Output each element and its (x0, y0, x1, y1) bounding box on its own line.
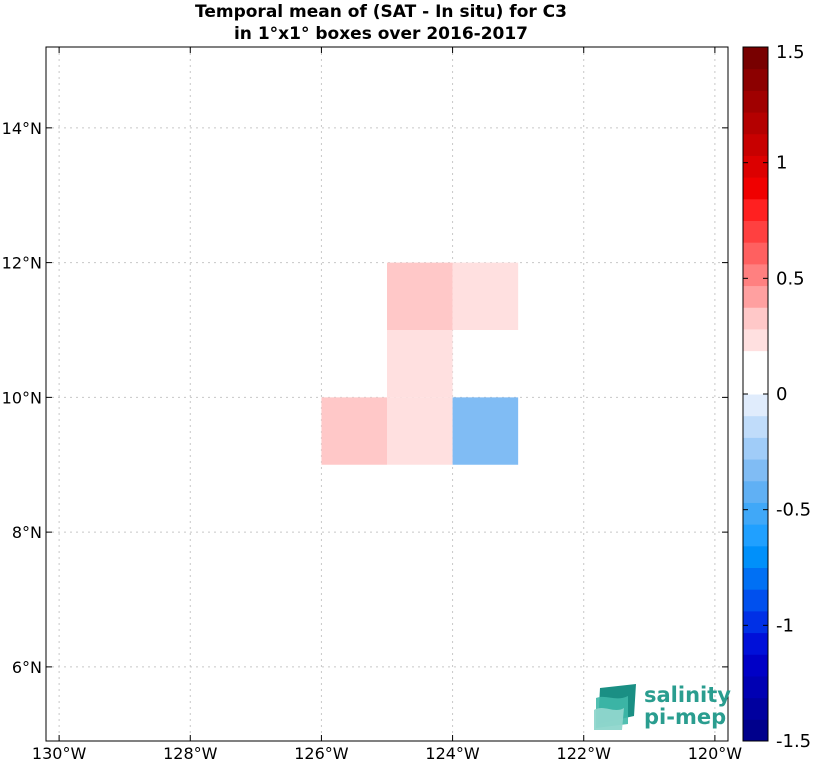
colorbar: 1.5 1 0.5 0 -0.5 -1 -1.5 (742, 42, 811, 752)
colorbar-band-16 (743, 372, 768, 395)
colorbar-band-15 (743, 394, 768, 417)
colorbar-band-6 (743, 589, 768, 612)
colorbar-bands (743, 47, 768, 742)
colorbar-band-28 (743, 112, 768, 135)
colorbar-band-24 (743, 198, 768, 221)
colorbar-band-20 (743, 285, 768, 308)
data-cell-5 (452, 397, 519, 465)
colorbar-band-9 (743, 524, 768, 547)
y-tick-label-4: 14°N (2, 119, 42, 138)
colorbar-tick-label-5: -1 (776, 615, 794, 636)
colorbar-band-30 (743, 68, 768, 91)
colorbar-band-12 (743, 459, 768, 482)
colorbar-band-8 (743, 545, 768, 568)
colorbar-band-7 (743, 567, 768, 590)
chart-title-line-1: Temporal mean of (SAT - In situ) for C3 (195, 2, 567, 22)
y-tick-label-0: 6°N (12, 658, 42, 677)
x-tick-label-5: 120°W (688, 744, 743, 763)
logo-line-pi-mep: pi-mep (644, 705, 726, 729)
colorbar-band-31 (743, 47, 768, 70)
data-cell-1 (452, 262, 519, 330)
data-cells (321, 262, 519, 465)
colorbar-tick-label-1: 1 (776, 153, 787, 174)
plot-frame (45, 46, 729, 742)
colorbar-tick-label-0: 1.5 (776, 42, 805, 63)
colorbar-band-10 (743, 502, 768, 525)
x-tick-label-0: 130°W (32, 744, 87, 763)
colorbar-band-23 (743, 220, 768, 243)
x-tick-label-4: 122°W (557, 744, 612, 763)
x-tick-label-2: 126°W (294, 744, 349, 763)
logo-line-salinity: salinity (644, 683, 731, 707)
colorbar-tick-label-4: -0.5 (776, 500, 811, 521)
colorbar-band-4 (743, 632, 768, 655)
colorbar-band-11 (743, 480, 768, 503)
y-tick-label-2: 10°N (2, 388, 42, 407)
colorbar-band-5 (743, 610, 768, 634)
y-tick-label-1: 8°N (12, 523, 42, 542)
colorbar-tick-label-3: 0 (776, 384, 787, 405)
colorbar-band-26 (743, 155, 768, 178)
colorbar-band-0 (743, 719, 768, 742)
colorbar-band-1 (743, 697, 768, 720)
x-tick-label-1: 128°W (163, 744, 218, 763)
y-tick-label-3: 12°N (2, 254, 42, 273)
colorbar-band-14 (743, 415, 768, 438)
grid-lines (46, 47, 728, 741)
colorbar-band-19 (743, 307, 768, 330)
colorbar-band-27 (743, 133, 768, 156)
chart-title-line-2: in 1°x1° boxes over 2016-2017 (234, 24, 528, 44)
plot-area: 130°W 128°W 126°W 124°W 122°W 120°W 6°N 8°N 10°N… (2, 46, 743, 763)
waves-icon (594, 684, 636, 730)
colorbar-band-2 (743, 675, 768, 699)
colorbar-band-13 (743, 437, 768, 460)
data-cell-2 (387, 329, 453, 398)
colorbar-ticks: 1.5 1 0.5 0 -0.5 -1 -1.5 (743, 42, 811, 752)
data-cell-4 (387, 397, 453, 465)
salinity-pi-mep-logo: salinity pi-mep (594, 683, 731, 730)
colorbar-band-21 (743, 263, 768, 287)
axis-ticks: 130°W 128°W 126°W 124°W 122°W 120°W 6°N 8°N 10°N… (2, 47, 743, 763)
colorbar-tick-label-6: -1.5 (776, 731, 811, 752)
colorbar-band-25 (743, 177, 768, 200)
colorbar-band-3 (743, 654, 768, 677)
x-tick-label-3: 124°W (425, 744, 480, 763)
colorbar-band-29 (743, 90, 768, 113)
colorbar-band-18 (743, 328, 768, 352)
colorbar-band-17 (743, 350, 768, 373)
data-cell-3 (321, 397, 387, 465)
data-cell-0 (387, 262, 453, 330)
colorbar-tick-label-2: 0.5 (776, 268, 805, 289)
colorbar-band-22 (743, 242, 768, 265)
